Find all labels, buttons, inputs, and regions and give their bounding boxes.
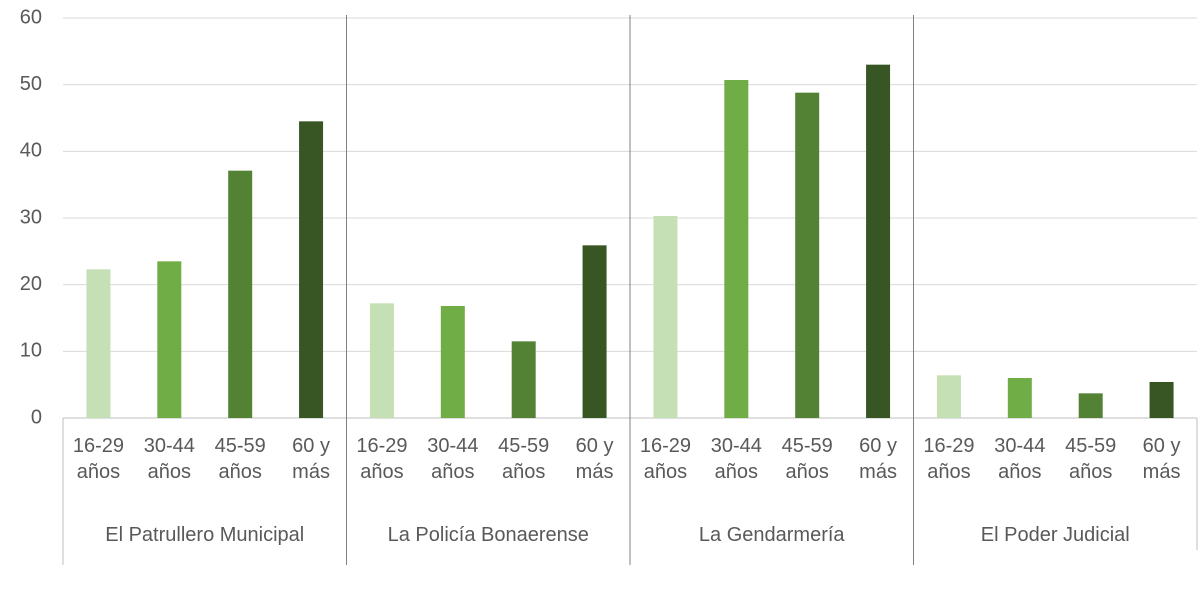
bar xyxy=(86,269,111,418)
x-tick-label: 60 y más xyxy=(575,435,614,483)
bar xyxy=(1078,393,1103,418)
y-tick-label: 10 xyxy=(20,340,42,362)
x-tick-label: 60 y más xyxy=(859,435,897,483)
x-tick-label: 30-44 años xyxy=(710,435,762,483)
bar xyxy=(1007,378,1032,418)
x-tick-label: 16-29 años xyxy=(356,435,408,483)
x-tick-label: 30-44 años xyxy=(427,435,479,483)
bar xyxy=(299,121,324,418)
x-tick-label: 45-59 años xyxy=(214,435,266,483)
bar xyxy=(1149,382,1174,418)
group-label: La Policía Bonaerense xyxy=(387,524,589,546)
bar xyxy=(228,170,253,418)
y-tick-label: 20 xyxy=(20,273,42,295)
x-tick-label: 30-44 años xyxy=(143,435,195,483)
x-tick-label: 45-59 años xyxy=(1065,435,1117,483)
bar xyxy=(582,245,607,418)
y-tick-label: 50 xyxy=(20,73,42,95)
x-tick-label: 60 y más xyxy=(1142,435,1181,483)
bar xyxy=(866,64,891,419)
x-tick-label: 30-44 años xyxy=(994,435,1046,483)
bar xyxy=(511,341,536,418)
x-tick-label: 16-29 años xyxy=(923,435,975,483)
x-tick-label: 16-29 años xyxy=(72,435,125,483)
bar xyxy=(653,216,678,418)
bar xyxy=(369,303,394,418)
y-tick-label: 0 xyxy=(31,406,42,428)
bar xyxy=(724,80,749,418)
y-tick-label: 30 xyxy=(20,206,42,228)
x-tick-label: 16-29 años xyxy=(639,435,692,483)
x-tick-label: 45-59 años xyxy=(781,435,833,483)
y-tick-label: 60 xyxy=(20,6,42,28)
bar xyxy=(157,261,182,418)
x-tick-label: 60 y más xyxy=(292,435,330,483)
group-label: El Poder Judicial xyxy=(980,524,1130,546)
group-label: La Gendarmería xyxy=(698,524,845,546)
bar xyxy=(440,306,465,418)
group-label: El Patrullero Municipal xyxy=(105,524,305,546)
y-tick-label: 40 xyxy=(20,140,42,162)
x-tick-label: 45-59 años xyxy=(498,435,550,483)
bar xyxy=(795,92,820,419)
bar xyxy=(936,375,961,418)
